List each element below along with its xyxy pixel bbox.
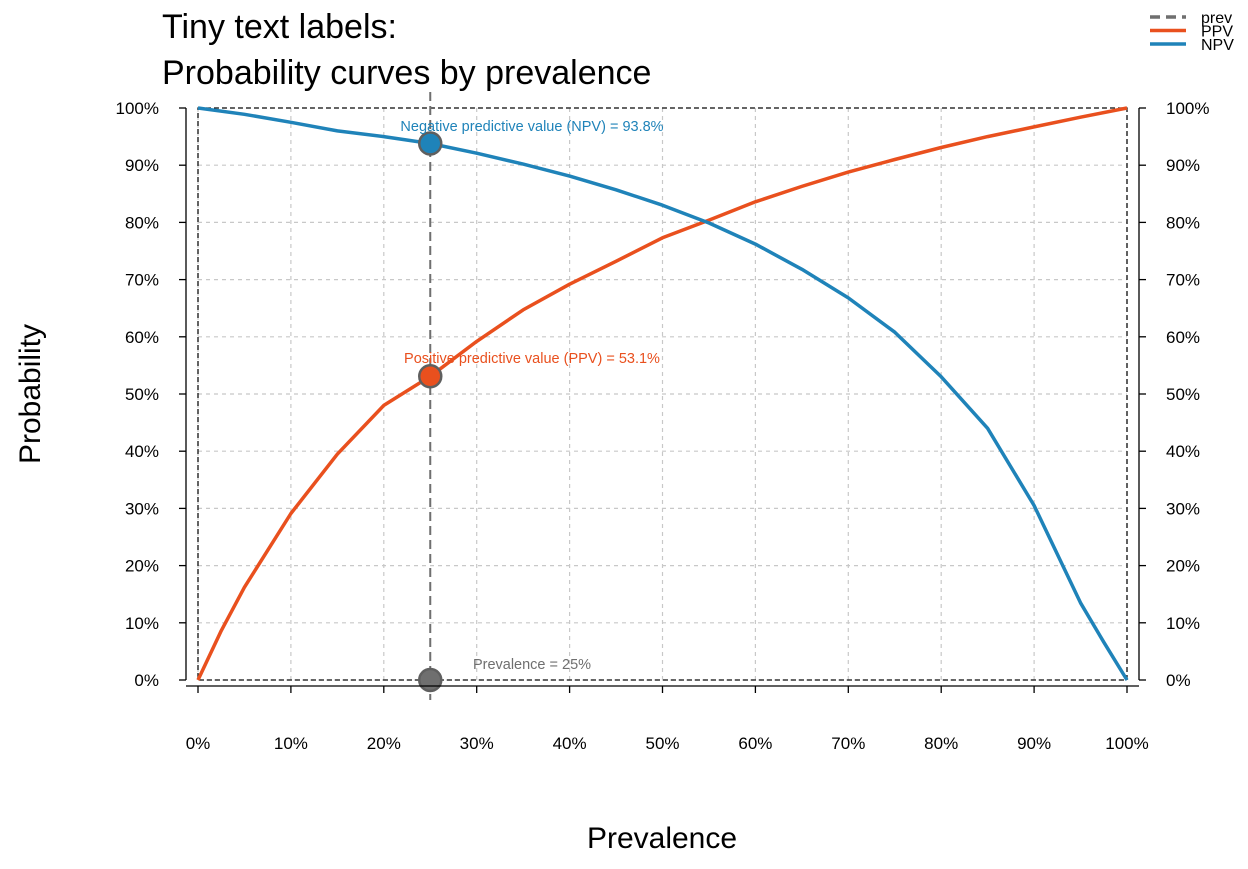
series-line-ppv bbox=[196, 106, 1128, 681]
y-tick-label-right: 30% bbox=[1166, 499, 1200, 518]
x-tick-label: 80% bbox=[924, 734, 958, 753]
series-line-npv bbox=[197, 106, 1129, 681]
x-tick-label: 0% bbox=[186, 734, 211, 753]
x-tick-label: 30% bbox=[460, 734, 494, 753]
point-layer bbox=[418, 131, 443, 693]
y-tick-label-right: 60% bbox=[1166, 328, 1200, 347]
x-axis-title: Prevalence bbox=[587, 822, 737, 855]
y-tick-label-left: 40% bbox=[125, 442, 159, 461]
y-tick-label-left: 80% bbox=[125, 213, 159, 232]
x-axis: 0% 10% 20% 30% 40% 50% 60% 70% 80% 90% 100% bbox=[186, 685, 1149, 753]
annotation-layer: Negative predictive value (NPV) = 93.8% P… bbox=[400, 119, 663, 673]
highlight-point-2 bbox=[418, 667, 443, 693]
highlight-point-0 bbox=[418, 131, 443, 156]
y-tick-label-right: 50% bbox=[1166, 385, 1200, 404]
y-tick-label-left: 20% bbox=[125, 557, 159, 576]
y-tick-label-right: 100% bbox=[1166, 99, 1209, 118]
legend-label-prev: prev bbox=[1201, 10, 1232, 27]
y-tick-label-left: 60% bbox=[125, 328, 159, 347]
prevalence-annotation: Prevalence = 25% bbox=[473, 657, 591, 673]
x-tick-label: 70% bbox=[831, 734, 865, 753]
x-tick-label: 20% bbox=[367, 734, 401, 753]
y-tick-label-left: 90% bbox=[125, 156, 159, 175]
x-tick-label: 10% bbox=[274, 734, 308, 753]
y-tick-label-right: 20% bbox=[1166, 557, 1200, 576]
y-tick-label-left: 70% bbox=[125, 271, 159, 290]
y-tick-label-left: 100% bbox=[116, 99, 159, 118]
legend-label-ppv: PPV bbox=[1201, 24, 1233, 41]
y-tick-label-left: 10% bbox=[125, 614, 159, 633]
chart-title-line-1: Tiny text labels: bbox=[162, 8, 397, 46]
x-tick-label: 50% bbox=[645, 734, 679, 753]
y-tick-label-left: 0% bbox=[134, 671, 159, 690]
highlight-point-1 bbox=[418, 364, 443, 389]
grid bbox=[197, 107, 1128, 681]
series-layer bbox=[196, 106, 1129, 681]
y-axis-right: 0% 10% 20% 30% 40% 50% 60% 70% 80% 90% 100% bbox=[1138, 99, 1209, 690]
y-tick-label-left: 50% bbox=[125, 385, 159, 404]
y-tick-label-right: 10% bbox=[1166, 614, 1200, 633]
y-tick-label-right: 80% bbox=[1166, 213, 1200, 232]
chart-title-line-2: Probability curves by prevalence bbox=[162, 54, 651, 92]
y-axis-title: Probability bbox=[14, 324, 47, 464]
x-tick-label: 100% bbox=[1105, 734, 1148, 753]
plot-border bbox=[197, 107, 1128, 681]
x-tick-label: 40% bbox=[553, 734, 587, 753]
ppv-annotation: Positive predictive value (PPV) = 53.1% bbox=[404, 351, 660, 367]
y-tick-label-right: 0% bbox=[1166, 671, 1191, 690]
y-tick-label-left: 30% bbox=[125, 499, 159, 518]
plot-frame bbox=[197, 107, 1128, 681]
x-tick-label: 60% bbox=[738, 734, 772, 753]
y-tick-label-right: 70% bbox=[1166, 271, 1200, 290]
y-tick-label-right: 40% bbox=[1166, 442, 1200, 461]
x-tick-label: 90% bbox=[1017, 734, 1051, 753]
legend-label-npv: NPV bbox=[1201, 37, 1234, 54]
y-axis-left: 0% 10% 20% 30% 40% 50% 60% 70% 80% 90% 100% bbox=[116, 99, 187, 690]
npv-annotation: Negative predictive value (NPV) = 93.8% bbox=[400, 119, 663, 135]
y-tick-label-right: 90% bbox=[1166, 156, 1200, 175]
